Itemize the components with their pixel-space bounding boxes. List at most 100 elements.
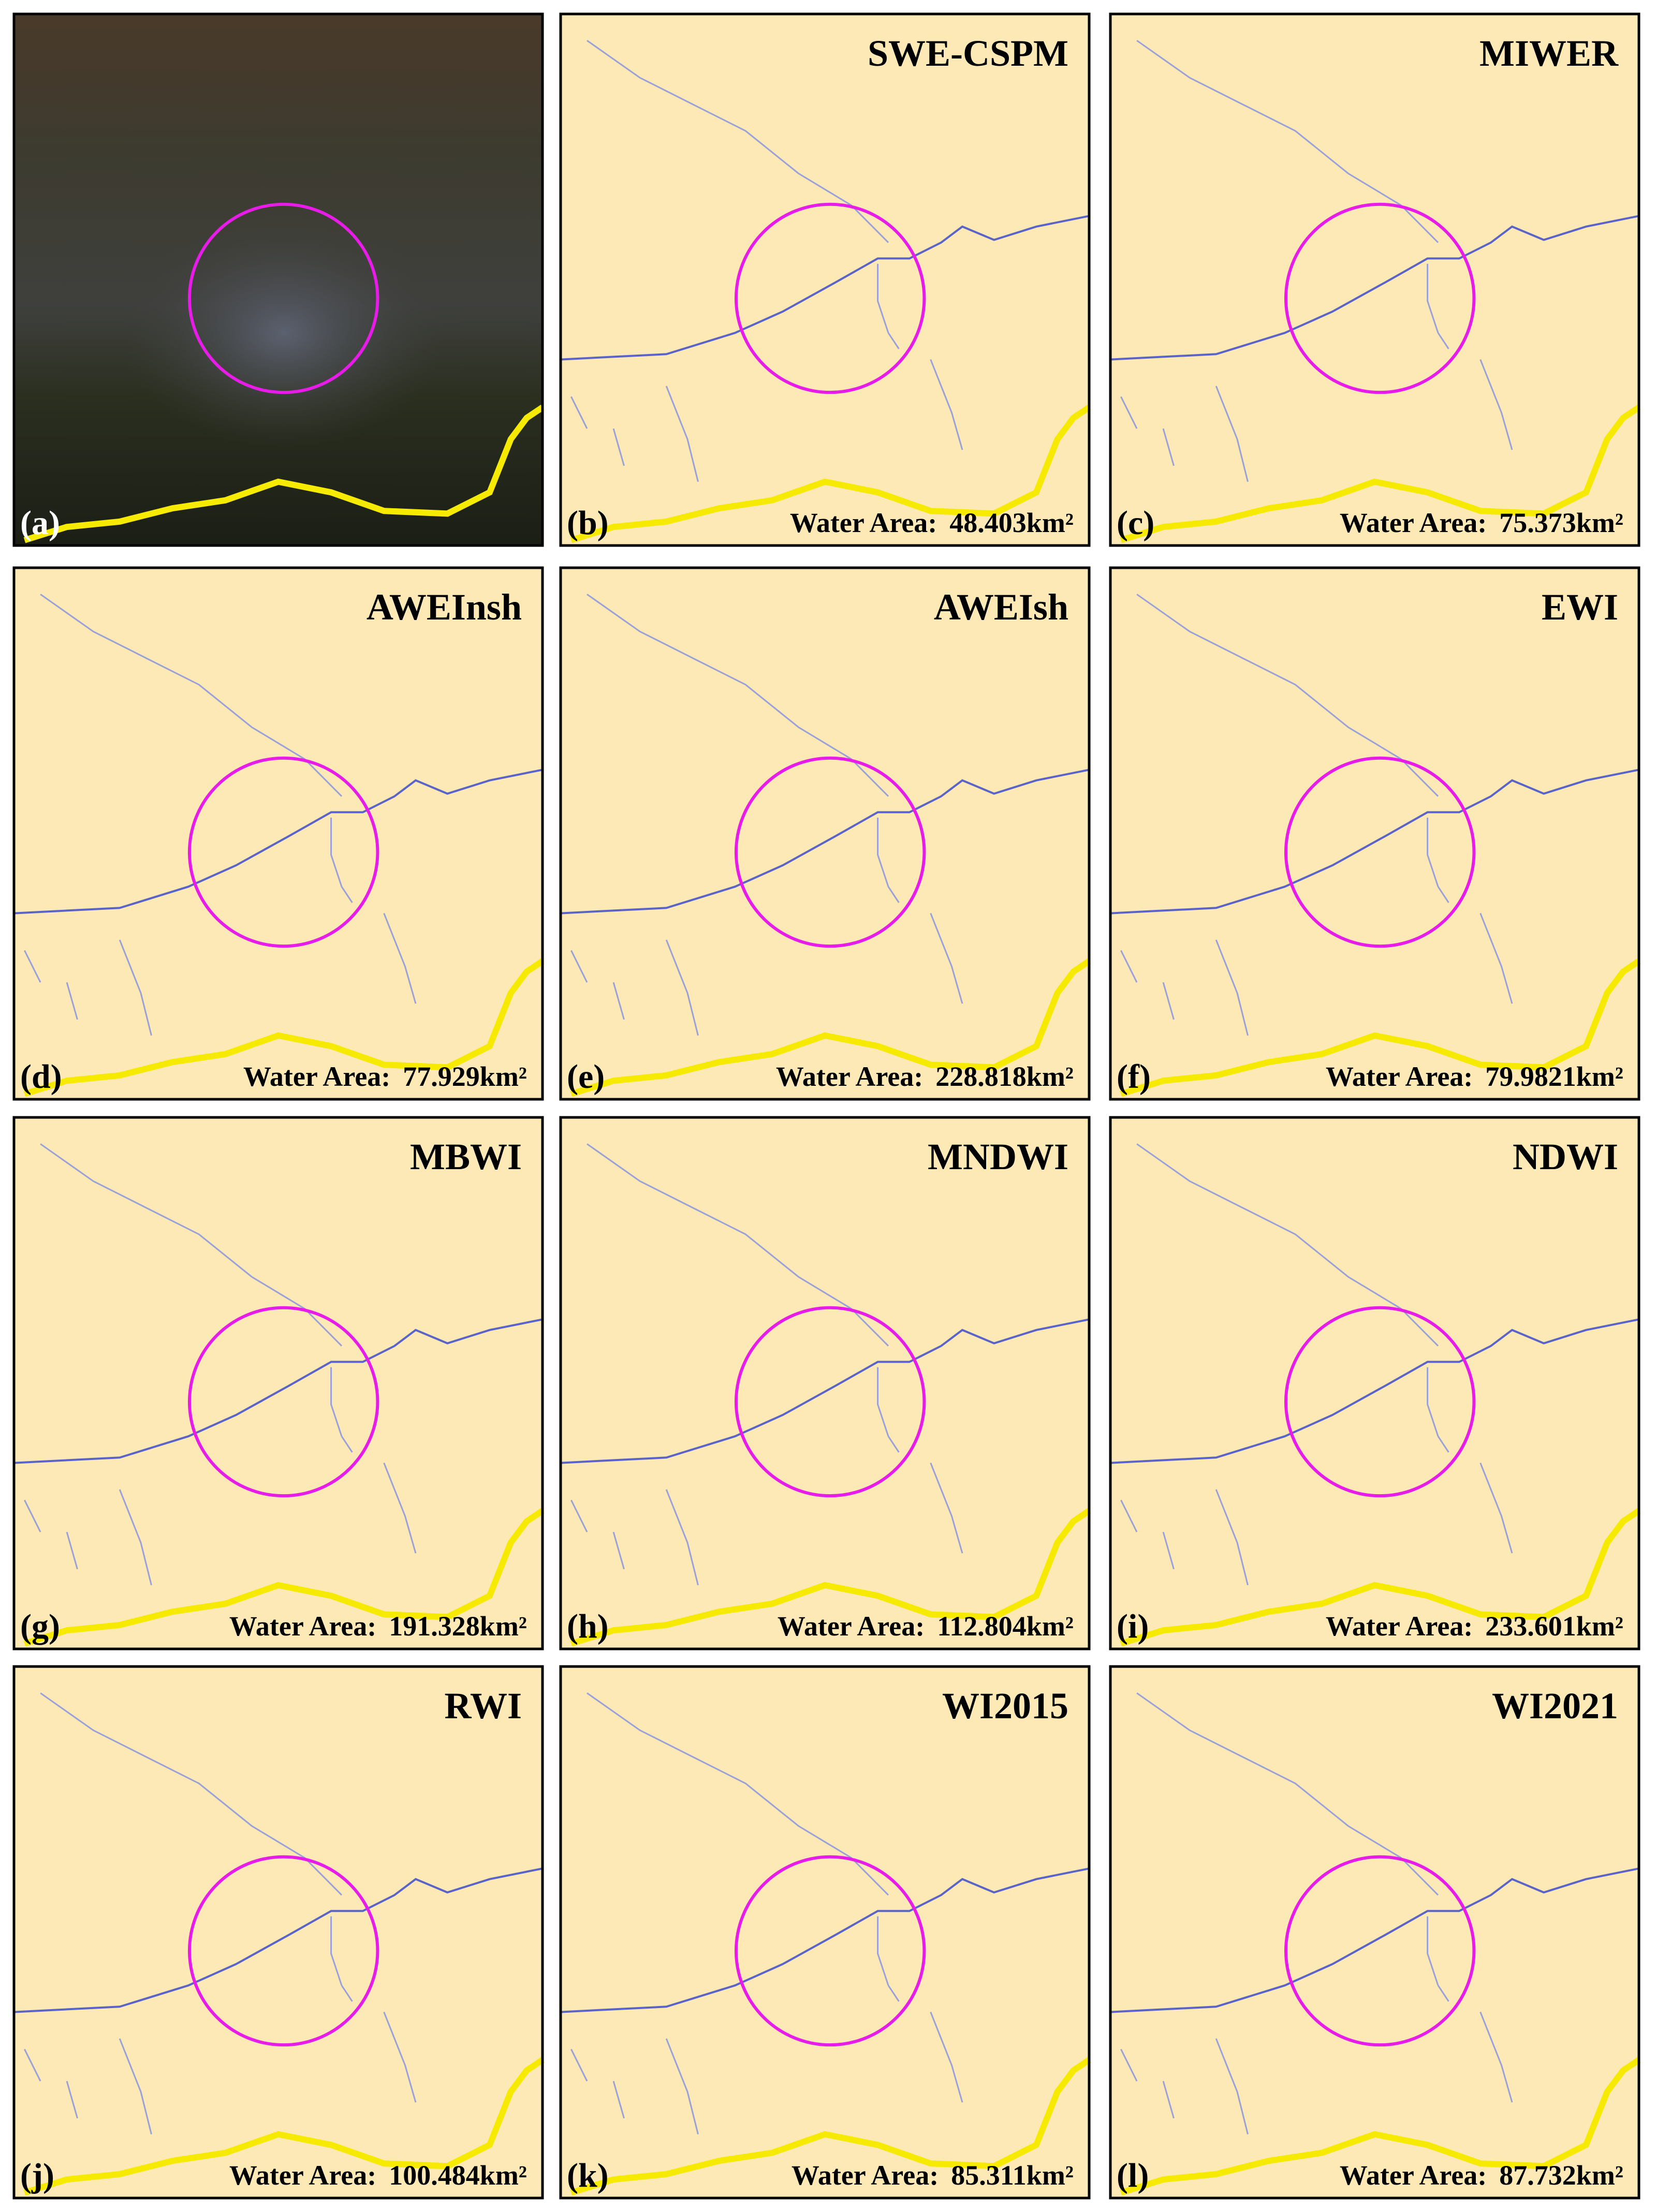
stream <box>665 1489 699 1586</box>
boundary-line <box>570 1508 1091 1647</box>
stream <box>66 2081 78 2119</box>
study-circle <box>734 1306 926 1498</box>
stream <box>1162 982 1175 1020</box>
method-title: WI2015 <box>942 1685 1068 1727</box>
panel-label: (d) <box>20 1058 62 1096</box>
stream <box>1479 2012 1513 2103</box>
panel-label: (e) <box>567 1058 605 1096</box>
water-map <box>14 568 543 1099</box>
boundary-line <box>23 405 545 543</box>
stream <box>612 428 625 466</box>
stream <box>1215 386 1249 482</box>
area-value: 112.804km² <box>937 1611 1074 1642</box>
area-label: Water Area: <box>229 2160 376 2191</box>
map-panel: (f) EWI Water Area: 79.9821km² <box>1109 566 1641 1101</box>
stream <box>930 2012 963 2103</box>
stream <box>930 1463 963 1554</box>
boundary-line <box>570 405 1091 543</box>
stream <box>612 1531 625 1570</box>
stream <box>570 950 588 983</box>
area-value: 77.929km² <box>403 1061 527 1092</box>
stream <box>383 913 417 1004</box>
stream <box>1162 1531 1175 1570</box>
panel-border <box>12 1665 544 2200</box>
water-area: Water Area: 87.732km² <box>1340 2160 1623 2191</box>
study-circle <box>1284 1855 1476 2047</box>
stream <box>570 1499 588 1532</box>
water-map <box>561 568 1089 1099</box>
map-panel: (b) SWE-CSPM Water Area: 48.403km² <box>559 12 1091 547</box>
study-circle <box>734 1855 926 2047</box>
water-map <box>561 1667 1089 2198</box>
stream <box>119 2038 152 2135</box>
water-area: Water Area: 75.373km² <box>1340 507 1623 538</box>
stream <box>877 1916 889 1986</box>
stream <box>612 982 625 1020</box>
panel-label: (k) <box>567 2157 609 2194</box>
area-value: 100.484km² <box>389 2160 527 2191</box>
boundary-line <box>1120 2057 1641 2196</box>
stream <box>887 886 900 903</box>
study-circle <box>734 202 926 394</box>
panel-label: (a) <box>20 504 60 542</box>
stream <box>1437 332 1449 349</box>
area-value: 75.373km² <box>1499 507 1623 538</box>
panel-border <box>559 566 1091 1101</box>
area-label: Water Area: <box>1340 2160 1487 2191</box>
panel-border <box>559 1116 1091 1650</box>
river <box>560 769 1090 915</box>
river <box>13 1867 543 2013</box>
area-value: 191.328km² <box>389 1611 527 1642</box>
area-value: 48.403km² <box>949 507 1074 538</box>
water-map <box>561 14 1089 545</box>
stream <box>330 1916 343 1986</box>
area-label: Water Area: <box>792 2160 939 2191</box>
stream <box>1215 939 1249 1036</box>
stream <box>887 332 900 349</box>
stream <box>119 939 152 1036</box>
river <box>13 1318 543 1464</box>
stream <box>383 1463 417 1554</box>
study-circle <box>187 1855 379 2047</box>
stream <box>930 913 963 1004</box>
stream <box>1479 359 1513 450</box>
river <box>560 1867 1090 2013</box>
study-circle <box>1284 1306 1476 1498</box>
stream <box>877 1367 889 1437</box>
map-panel: (e) AWEIsh Water Area: 228.818km² <box>559 566 1091 1101</box>
boundary-line <box>23 2057 545 2196</box>
water-area: Water Area: 191.328km² <box>229 1611 527 1642</box>
area-value: 85.311km² <box>951 2160 1074 2191</box>
stream <box>665 386 699 482</box>
stream <box>930 359 963 450</box>
stream <box>341 1985 353 2002</box>
panel-border <box>559 1665 1091 2200</box>
panel-label: (j) <box>20 2157 54 2194</box>
study-circle <box>187 1306 379 1498</box>
area-label: Water Area: <box>776 1061 923 1092</box>
panel-label: (i) <box>1117 1608 1149 1645</box>
stream <box>1427 1916 1439 1986</box>
stream <box>1120 950 1138 983</box>
boundary-line <box>23 1508 545 1647</box>
area-value: 233.601km² <box>1485 1611 1623 1642</box>
stream <box>1215 1489 1249 1586</box>
study-circle <box>734 756 926 948</box>
stream <box>1162 428 1175 466</box>
panel-border <box>1109 12 1640 547</box>
stream <box>1437 1436 1449 1453</box>
method-title: WI2021 <box>1492 1685 1618 1727</box>
stream <box>66 982 78 1020</box>
stream <box>1427 1367 1439 1437</box>
panel-label: (h) <box>567 1608 609 1645</box>
water-map <box>14 1667 543 2198</box>
river <box>560 215 1090 361</box>
boundary-line <box>23 958 545 1097</box>
area-label: Water Area: <box>778 1611 925 1642</box>
river <box>1110 1318 1639 1464</box>
stream <box>1120 2048 1138 2082</box>
boundary-line <box>1120 1508 1641 1647</box>
panel-label: (g) <box>20 1608 60 1645</box>
stream <box>330 817 343 887</box>
